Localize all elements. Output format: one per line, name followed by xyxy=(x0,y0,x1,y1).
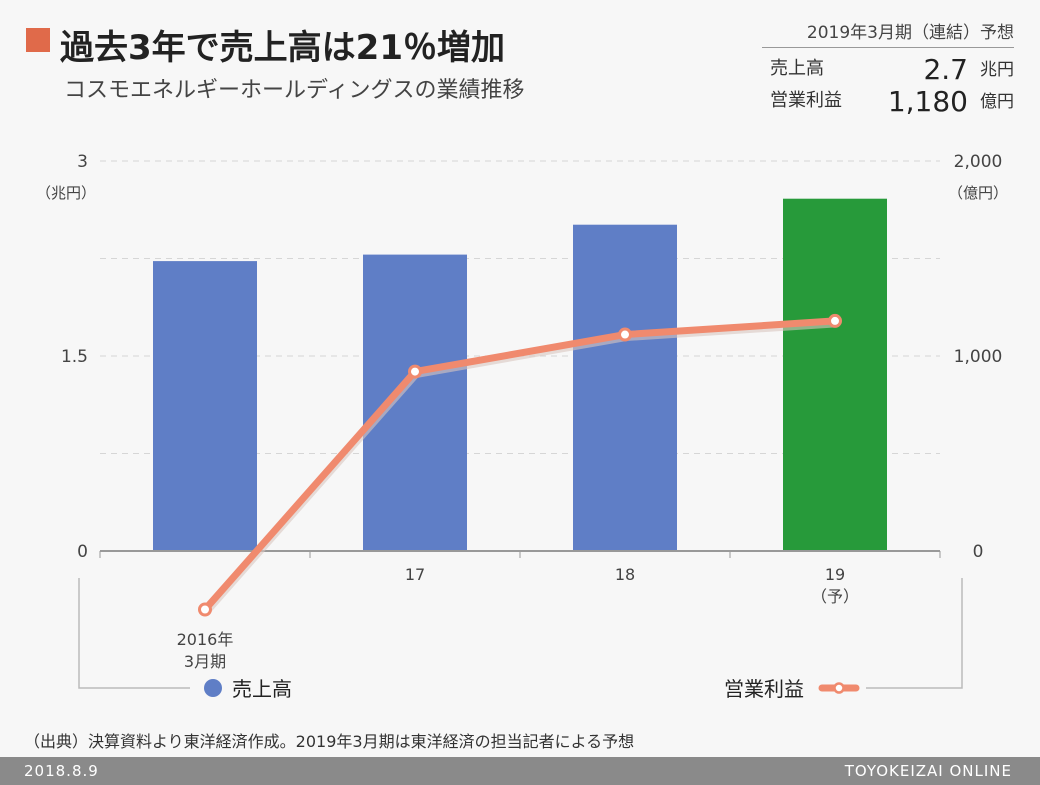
legend-swatch-profit-point xyxy=(833,682,845,694)
x-tick-label: 17 xyxy=(405,565,425,584)
chart-area: 3 1.5 0 （兆円） 2,000 1,000 0 （億円） 2016年 3月期 17 18 19 （予… xyxy=(36,152,1008,701)
x-tick-label: 2016年 xyxy=(177,630,234,649)
legend-label-sales: 売上高 xyxy=(232,677,292,701)
left-tick-label: 3 xyxy=(77,152,88,172)
forecast-label: 売上高 xyxy=(770,58,824,79)
legend-label-profit: 営業利益 xyxy=(724,677,804,701)
bar xyxy=(153,261,257,551)
line-point xyxy=(618,327,632,342)
line-shadow xyxy=(203,320,837,615)
line-point xyxy=(828,313,842,328)
x-tick-label: （予） xyxy=(811,587,859,606)
right-tick-label: 0 xyxy=(973,542,984,562)
bar xyxy=(573,224,677,551)
x-tick-label: 19 xyxy=(825,565,845,584)
x-tick-label: 3月期 xyxy=(184,652,226,671)
bar xyxy=(363,254,467,551)
left-axis-unit: （兆円） xyxy=(36,184,96,202)
footer-bar: 2018.8.9 TOYOKEIZAI ONLINE xyxy=(0,757,1040,785)
forecast-row-profit: 営業利益 1,180 億円 xyxy=(770,85,1014,118)
brand-name: TOYOKEIZAI ONLINE xyxy=(844,762,1012,780)
right-tick-label: 1,000 xyxy=(954,347,1003,367)
chart-subtitle: コスモエネルギーホールディングスの業績推移 xyxy=(64,78,525,103)
operating-profit-line xyxy=(201,317,839,613)
source-note: （出典）決算資料より東洋経済作成。2019年3月期は東洋経済の担当記者による予想 xyxy=(24,732,635,751)
bar xyxy=(783,198,887,551)
forecast-unit: 兆円 xyxy=(980,60,1014,80)
forecast-value: 1,180 xyxy=(887,85,968,118)
forecast-value: 2.7 xyxy=(923,53,968,86)
line-point xyxy=(198,602,212,617)
forecast-label: 営業利益 xyxy=(770,90,842,111)
chart-title: 過去3年で売上高は21％増加 xyxy=(60,28,505,68)
forecast-row-sales: 売上高 2.7 兆円 xyxy=(770,53,1014,86)
line-point xyxy=(408,364,422,379)
x-tick-label: 18 xyxy=(615,565,635,584)
legend-bracket-right xyxy=(866,578,963,689)
publish-date: 2018.8.9 xyxy=(24,762,99,780)
left-tick-label: 0 xyxy=(77,542,88,562)
legend-bracket-left xyxy=(78,578,190,689)
forecast-unit: 億円 xyxy=(980,92,1014,112)
forecast-heading: 2019年3月期（連結）予想 xyxy=(762,18,1014,48)
right-tick-label: 2,000 xyxy=(954,152,1003,172)
left-tick-label: 1.5 xyxy=(61,347,88,367)
title-marker xyxy=(26,28,50,52)
legend-swatch-sales xyxy=(204,679,222,697)
right-axis-unit: （億円） xyxy=(948,184,1008,202)
